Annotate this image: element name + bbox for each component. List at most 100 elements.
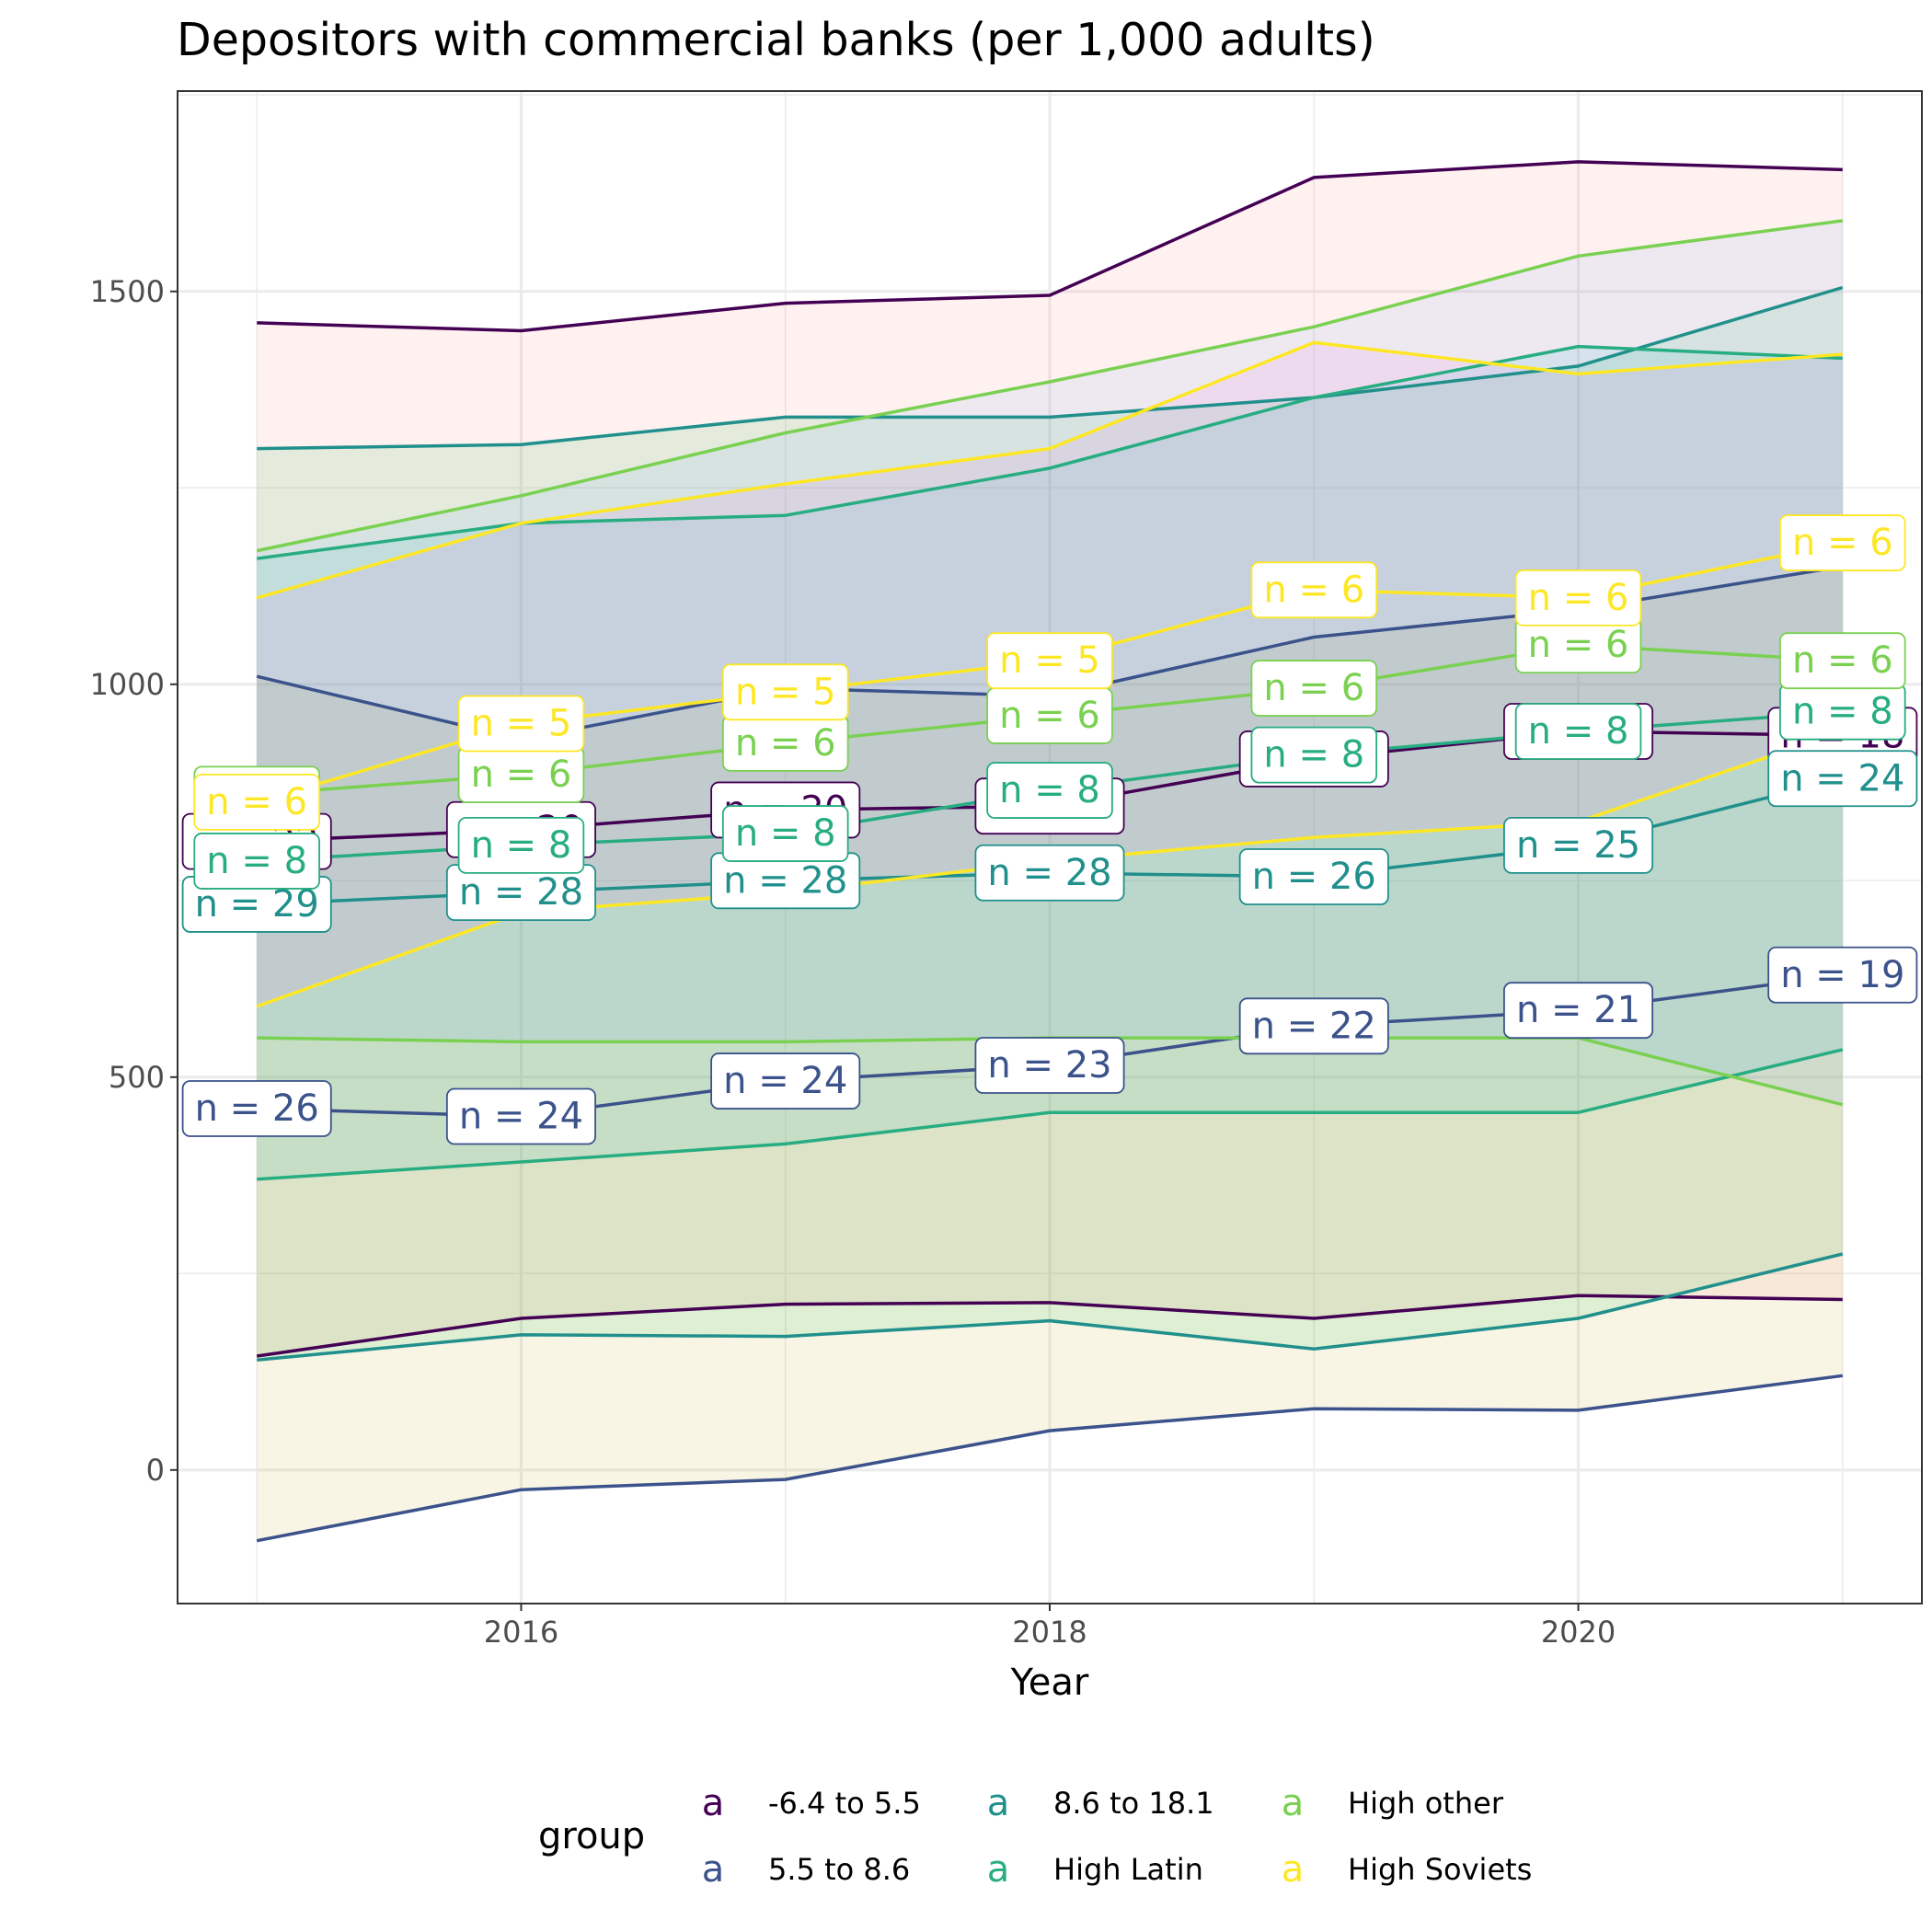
n-label: n = 28	[710, 852, 861, 910]
legend-item: a High Latin	[987, 1848, 1203, 1891]
n-label-box	[1767, 946, 1918, 1004]
n-label: n = 6	[193, 773, 320, 831]
n-label: n = 8	[721, 805, 849, 862]
n-label-text: n = 8	[735, 812, 836, 855]
n-label-text: n = 6	[1792, 639, 1893, 682]
n-label-text: n = 8	[1263, 734, 1364, 776]
n-label: n = 6	[721, 714, 849, 772]
n-label: n = 26	[181, 1080, 332, 1137]
y-tick-label: 0	[146, 1453, 165, 1488]
legend-label: 5.5 to 8.6	[768, 1852, 910, 1887]
lower-line-2	[257, 1252, 1844, 1363]
x-tick-label: 2016	[484, 1615, 558, 1650]
lower-line-0	[256, 1294, 1843, 1358]
legend-label: High other	[1348, 1786, 1504, 1821]
n-label: n = 24	[1767, 750, 1918, 808]
n-label: n = 8	[193, 833, 320, 890]
legend-key: a	[1282, 1848, 1305, 1891]
y-tick-label: 1000	[90, 667, 165, 702]
n-label-text: n = 8	[1792, 691, 1893, 733]
legend-label: 8.6 to 18.1	[1053, 1786, 1214, 1821]
upper-line-0	[257, 160, 1843, 333]
upper-line-4	[256, 219, 1844, 553]
n-label: n = 24	[445, 1087, 596, 1145]
n-label-text: n = 6	[1263, 667, 1364, 709]
n-label: n = 6	[986, 687, 1113, 744]
n-label: n = 6	[1514, 569, 1642, 627]
n-label: n = 6	[1514, 616, 1642, 673]
n-label-text: n = 5	[735, 671, 836, 713]
chart-title: Depositors with commercial banks (per 1,…	[177, 14, 1375, 66]
n-label-box	[986, 632, 1113, 690]
x-tick-label: 2018	[1012, 1615, 1087, 1650]
n-label: n = 21	[1503, 982, 1654, 1040]
n-label: n = 8	[1779, 683, 1906, 741]
n-label-box	[1503, 816, 1654, 874]
n-label-text: n = 24	[459, 1096, 583, 1138]
n-label: n = 5	[986, 632, 1113, 690]
n-label-box	[457, 695, 585, 753]
n-label: n = 8	[986, 762, 1113, 819]
n-label-text: n = 8	[471, 824, 572, 867]
n-label-text: n = 24	[1780, 757, 1904, 799]
n-label-box	[721, 663, 849, 721]
n-label-text: n = 19	[1780, 954, 1904, 996]
n-label-box	[710, 1052, 861, 1110]
n-label-text: n = 21	[1516, 989, 1640, 1031]
n-label: n = 5	[457, 695, 585, 753]
x-tick-label: 2020	[1541, 1615, 1616, 1650]
n-label-text: n = 28	[459, 871, 583, 914]
n-label: n = 6	[1779, 632, 1906, 690]
legend-title: group	[538, 1815, 645, 1857]
n-label-text: n = 6	[1528, 577, 1629, 619]
n-label: n = 6	[457, 746, 585, 803]
legend-item: a -6.4 to 5.5	[702, 1782, 921, 1824]
upper-line-2	[257, 285, 1844, 451]
n-label-box	[193, 833, 320, 890]
labels-layer: n = 22n = 20n = 20n = 20n = 19n = 19n = …	[181, 514, 1918, 1145]
legend-key: a	[1282, 1782, 1305, 1824]
n-label: n = 24	[710, 1052, 861, 1110]
n-label-box	[721, 805, 849, 862]
legend-label: -6.4 to 5.5	[768, 1786, 921, 1821]
n-label: n = 26	[1238, 848, 1389, 905]
n-label-box	[986, 762, 1113, 819]
n-label-box	[445, 1087, 596, 1145]
n-label-text: n = 5	[999, 639, 1100, 682]
n-label-text: n = 25	[1516, 824, 1640, 867]
n-label-box	[1250, 660, 1378, 717]
n-label-box	[1250, 561, 1378, 619]
n-label-text: n = 23	[987, 1044, 1111, 1087]
n-label-text: n = 5	[471, 702, 572, 744]
legend-item: a High other	[1282, 1782, 1504, 1824]
n-label-box	[457, 816, 585, 874]
n-label-text: n = 8	[206, 840, 307, 882]
n-label-box	[1779, 514, 1906, 571]
n-label-box	[181, 1080, 332, 1137]
n-label: n = 6	[1250, 660, 1378, 717]
n-label: n = 8	[457, 816, 585, 874]
y-tick-label: 500	[109, 1060, 165, 1095]
n-label-text: n = 29	[195, 883, 319, 926]
n-label-text: n = 28	[723, 859, 847, 902]
n-label: n = 6	[1779, 514, 1906, 571]
x-axis-title: Year	[1010, 1662, 1089, 1704]
n-label-text: n = 8	[999, 769, 1100, 811]
legend: group a -6.4 to 5.5 a 5.5 to 8.6 a 8.6 to 18.…	[538, 1782, 1532, 1891]
n-label-box	[1779, 632, 1906, 690]
n-label-box	[1238, 848, 1389, 905]
legend-key: a	[702, 1782, 725, 1824]
n-label-text: n = 6	[1792, 522, 1893, 564]
n-label-box	[974, 1037, 1125, 1094]
n-label-box	[1503, 982, 1654, 1040]
n-label-text: n = 26	[195, 1087, 319, 1130]
n-label: n = 5	[721, 663, 849, 721]
legend-item: a 5.5 to 8.6	[702, 1848, 911, 1891]
n-label-text: n = 8	[1528, 710, 1629, 753]
n-label: n = 8	[1514, 703, 1642, 760]
legend-item: a High Soviets	[1282, 1848, 1533, 1891]
ribbon-0	[257, 161, 1843, 1356]
n-label-box	[1514, 569, 1642, 627]
n-label-box	[1767, 750, 1918, 808]
